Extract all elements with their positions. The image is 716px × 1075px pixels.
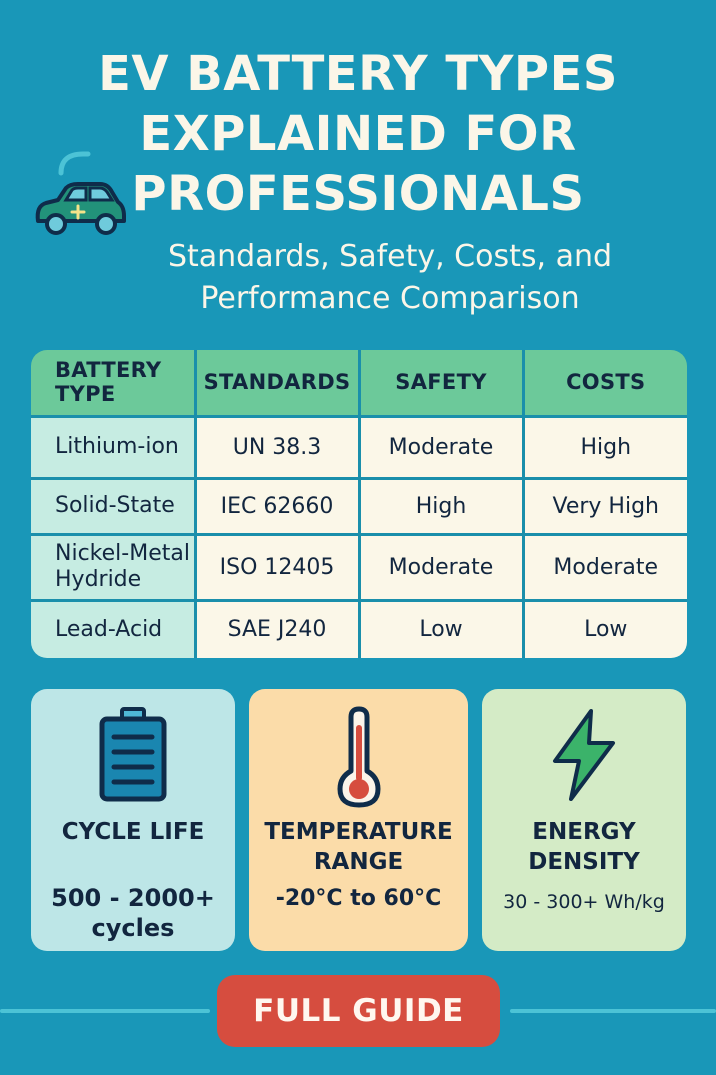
column-header-costs: COSTS <box>521 350 687 418</box>
subtitle-line: Performance Comparison <box>200 281 580 316</box>
card-label-line: ENERGY <box>532 819 636 845</box>
card-value: -20°C to 60°C <box>249 884 468 914</box>
divider-line <box>0 1009 210 1013</box>
page-subtitle: Standards, Safety, Costs, and Performanc… <box>90 236 690 320</box>
card-label-line: TEMPERATURE <box>264 819 453 845</box>
battery-type-cell: Nickel-Metal Hydride <box>31 532 197 602</box>
table-row: Lead-Acid SAE J240 Low Low <box>31 598 687 658</box>
battery-type-cell: Solid-State <box>31 476 197 536</box>
safety-cell: Moderate <box>357 414 525 480</box>
electric-car-icon <box>28 136 128 236</box>
card-label-line: RANGE <box>313 849 404 875</box>
battery-icon <box>98 705 168 809</box>
standard-cell: ISO 12405 <box>193 532 361 602</box>
comparison-table: BATTERY TYPE STANDARDS SAFETY COSTS Lith… <box>31 350 687 658</box>
safety-cell: Moderate <box>357 532 525 602</box>
table-row: Lithium-ion UN 38.3 Moderate High <box>31 414 687 480</box>
battery-type-cell: Lithium-ion <box>31 414 197 480</box>
lightning-bolt-icon <box>549 705 619 809</box>
card-label: TEMPERATURE RANGE <box>249 817 468 877</box>
standard-cell: SAE J240 <box>193 598 361 658</box>
card-value: 500 - 2000+ cycles <box>31 883 235 943</box>
battery-type-line: Nickel-Metal <box>55 541 190 566</box>
card-label-line: DENSITY <box>528 849 640 875</box>
standard-cell: IEC 62660 <box>193 476 361 536</box>
card-energy-density: ENERGY DENSITY 30 - 300+ Wh/kg <box>482 689 686 951</box>
card-value-line: 30 - 300+ Wh/kg <box>503 891 665 913</box>
card-label: CYCLE LIFE <box>31 817 235 847</box>
card-value: 30 - 300+ Wh/kg <box>482 887 686 917</box>
card-label: ENERGY DENSITY <box>482 817 686 877</box>
card-label-line: CYCLE LIFE <box>61 819 205 845</box>
battery-type-line: Hydride <box>55 567 142 592</box>
standard-cell: UN 38.3 <box>193 414 361 480</box>
page-title: EV BATTERY TYPES EXPLAINED FOR PROFESSIO… <box>0 44 716 224</box>
title-line: EV BATTERY TYPES <box>98 46 618 102</box>
battery-type-cell: Lead-Acid <box>31 598 197 658</box>
safety-cell: High <box>357 476 525 536</box>
cost-cell: Very High <box>521 476 687 536</box>
cost-cell: Low <box>521 598 687 658</box>
full-guide-button[interactable]: FULL GUIDE <box>217 975 500 1047</box>
divider-line <box>510 1009 716 1013</box>
safety-cell: Low <box>357 598 525 658</box>
thermometer-icon <box>334 705 384 814</box>
card-value-line: cycles <box>91 914 175 942</box>
column-header-safety: SAFETY <box>357 350 525 418</box>
card-value-line: 500 - 2000+ <box>51 884 215 912</box>
subtitle-line: Standards, Safety, Costs, and <box>167 239 613 274</box>
cost-cell: Moderate <box>521 532 687 602</box>
card-temperature-range: TEMPERATURE RANGE -20°C to 60°C <box>249 689 468 951</box>
title-line: PROFESSIONALS <box>131 166 585 222</box>
card-value-line: -20°C to 60°C <box>275 886 442 911</box>
table-row: Nickel-Metal Hydride ISO 12405 Moderate … <box>31 532 687 602</box>
table-header-row: BATTERY TYPE STANDARDS SAFETY COSTS <box>31 350 687 418</box>
cost-cell: High <box>521 414 687 480</box>
table-row: Solid-State IEC 62660 High Very High <box>31 476 687 536</box>
title-line: EXPLAINED FOR <box>139 106 577 162</box>
column-header-battery-type: BATTERY TYPE <box>31 350 197 418</box>
column-header-standards: STANDARDS <box>193 350 361 418</box>
card-cycle-life: CYCLE LIFE 500 - 2000+ cycles <box>31 689 235 951</box>
